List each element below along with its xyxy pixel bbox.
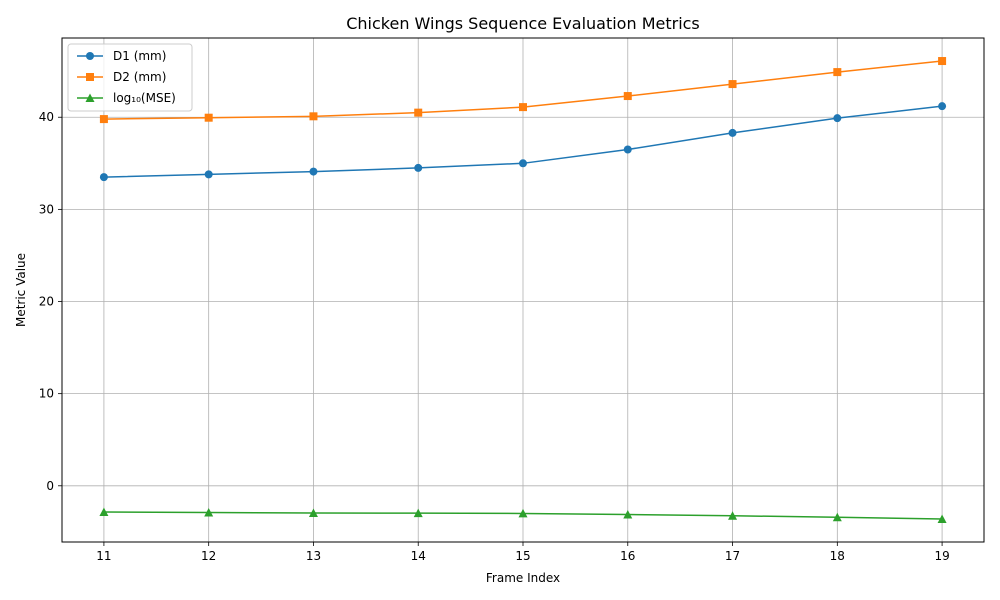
- series-0: [99, 102, 947, 182]
- data-point: [728, 128, 737, 137]
- data-point: [309, 167, 318, 176]
- x-tick-label: 11: [96, 549, 111, 563]
- x-axis-label: Frame Index: [486, 571, 560, 585]
- chart-title: Chicken Wings Sequence Evaluation Metric…: [346, 14, 700, 33]
- x-tick-label: 17: [725, 549, 740, 563]
- x-tick-label: 16: [620, 549, 635, 563]
- series-1: [99, 57, 947, 124]
- grid-lines: [62, 38, 984, 542]
- data-point: [414, 163, 423, 172]
- x-tick-label: 12: [201, 549, 216, 563]
- series-group: [99, 57, 947, 523]
- legend-label-d2: D2 (mm): [113, 70, 166, 84]
- y-tick-label: 0: [46, 479, 54, 493]
- y-tick-label: 40: [39, 110, 54, 124]
- x-tick-label: 15: [515, 549, 530, 563]
- data-point: [414, 108, 423, 117]
- data-point: [309, 112, 318, 121]
- legend-label-d1: D1 (mm): [113, 49, 166, 63]
- legend-box: [67, 43, 193, 112]
- legend-marker-mse: [85, 93, 95, 102]
- y-tick-label: 30: [39, 202, 54, 216]
- data-point: [99, 173, 108, 182]
- legend-entry-mse: log₁₀(MSE): [77, 91, 176, 105]
- y-axis-label: Metric Value: [14, 253, 28, 327]
- data-point: [204, 508, 214, 517]
- legend-label-mse: log₁₀(MSE): [113, 91, 176, 105]
- data-point: [938, 102, 947, 111]
- data-point: [833, 114, 842, 123]
- data-point: [308, 508, 318, 517]
- data-point: [518, 508, 528, 518]
- data-point: [519, 103, 527, 112]
- data-point: [938, 57, 947, 66]
- data-point: [833, 68, 842, 77]
- data-point: [99, 507, 109, 517]
- y-tick-label: 20: [39, 295, 54, 309]
- legend-entry-d1: D1 (mm): [77, 49, 166, 63]
- x-tick-label: 19: [934, 549, 949, 563]
- x-tick-label: 13: [306, 549, 321, 563]
- data-point: [204, 113, 213, 122]
- data-point: [937, 514, 947, 523]
- axis-ticks: 11 12 13 14 15 16 17 18 19 0 10 20 30 40: [39, 110, 950, 563]
- data-point: [623, 510, 633, 519]
- data-point: [204, 170, 213, 179]
- y-tick-label: 10: [39, 387, 54, 401]
- legend-entry-d2: D2 (mm): [77, 70, 166, 84]
- x-tick-label: 14: [411, 549, 426, 563]
- legend: D1 (mm) D2 (mm) log₁₀(MSE): [67, 43, 193, 112]
- data-point: [519, 159, 527, 168]
- data-point: [728, 511, 738, 520]
- x-tick-label: 18: [830, 549, 845, 563]
- data-point: [99, 115, 108, 124]
- data-point: [623, 92, 632, 101]
- data-point: [832, 512, 842, 522]
- data-point: [413, 508, 423, 518]
- legend-marker-d2: [86, 73, 94, 81]
- series-2: [99, 507, 947, 523]
- data-point: [728, 80, 737, 89]
- data-point: [623, 145, 632, 154]
- legend-marker-d1: [86, 52, 94, 60]
